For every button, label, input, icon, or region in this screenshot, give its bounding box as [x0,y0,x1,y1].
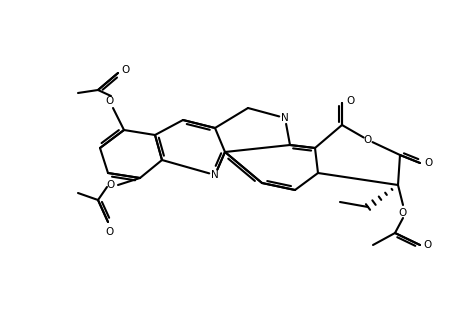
Text: O: O [423,240,431,250]
Text: O: O [106,96,114,106]
Text: O: O [106,180,115,190]
Text: O: O [122,65,130,75]
Text: O: O [424,158,432,168]
Text: N: N [211,170,218,180]
Text: O: O [363,135,371,145]
Text: O: O [346,96,354,106]
Text: N: N [280,113,288,123]
Text: O: O [398,208,406,218]
Text: O: O [106,227,114,237]
